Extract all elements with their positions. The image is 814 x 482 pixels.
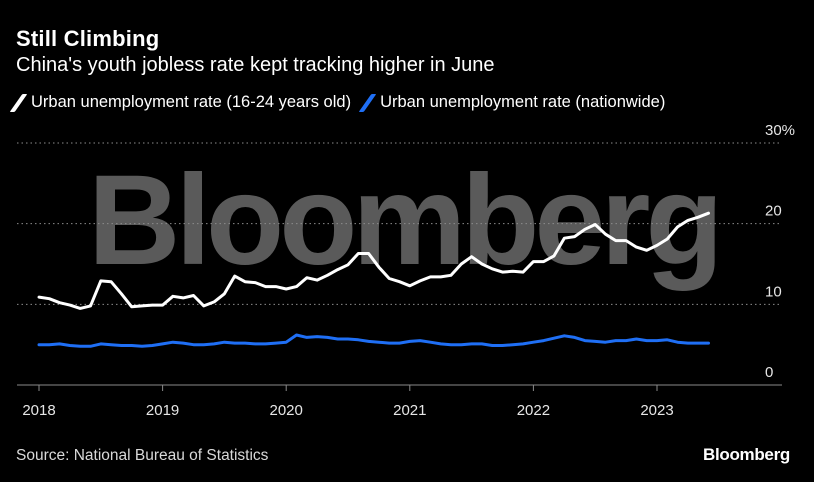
bloomberg-logo: Bloomberg bbox=[702, 445, 790, 464]
x-tick-label-2019: 2019 bbox=[146, 402, 179, 419]
x-tick-label-2022: 2022 bbox=[517, 402, 550, 419]
x-tick-label-2023: 2023 bbox=[640, 402, 673, 419]
legend-label-nationwide: Urban unemployment rate (nationwide) bbox=[380, 93, 666, 111]
chart-title: Still Climbing bbox=[16, 26, 160, 51]
y-tick-label-1: 10 bbox=[765, 283, 782, 300]
legend-item-youth: Urban unemployment rate (16-24 years old… bbox=[9, 93, 352, 112]
source-note: Source: National Bureau of Statistics bbox=[16, 447, 269, 464]
legend-item-nationwide: Urban unemployment rate (nationwide) bbox=[358, 93, 666, 112]
x-tick-label-2021: 2021 bbox=[393, 402, 426, 419]
y-tick-label-2: 20 bbox=[765, 203, 782, 220]
x-tick-label-2020: 2020 bbox=[270, 402, 303, 419]
series-line-nationwide bbox=[37, 333, 710, 348]
y-tick-label-3: 30% bbox=[765, 122, 795, 139]
series-line-youth bbox=[37, 211, 710, 310]
bloomberg-watermark: Bloomberg bbox=[88, 149, 724, 292]
y-tick-label-0: 0 bbox=[765, 364, 773, 381]
legend-label-youth: Urban unemployment rate (16-24 years old… bbox=[31, 93, 352, 111]
legend: Urban unemployment rate (16-24 years old… bbox=[9, 93, 679, 112]
chart-subtitle: China's youth jobless rate kept tracking… bbox=[16, 54, 495, 76]
x-tick-label-2018: 2018 bbox=[22, 402, 55, 419]
